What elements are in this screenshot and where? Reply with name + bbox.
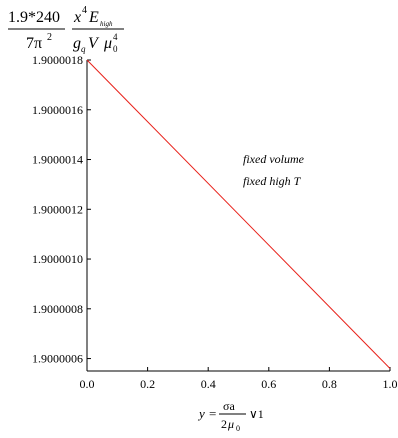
y-tick-label: 1.9000006 — [32, 352, 83, 366]
x-tick-label: 0.2 — [140, 377, 155, 391]
xlabel-frac-den-mu: μ — [227, 417, 234, 431]
y-tick-label: 1.9000014 — [32, 153, 83, 167]
xlabel-y: y — [197, 406, 205, 421]
y-ticks: 1.9000006 1.9000008 1.9000010 1.9000012 1.90… — [32, 53, 91, 366]
x-tick-label: 1.0 — [383, 377, 398, 391]
annotation-fixed-volume: fixed volume — [243, 152, 305, 166]
ylabel-num-sub: high — [100, 20, 113, 28]
ylabel-den-mu-sub: 0 — [113, 44, 118, 54]
x-ticks: 0.0 0.2 0.4 0.6 0.8 1.0 — [80, 367, 398, 391]
x-tick-label: 0.4 — [201, 377, 216, 391]
ylabel-den-left: 7π — [26, 35, 42, 52]
ylabel-num-x: x — [73, 9, 81, 26]
y-tick-label: 1.9000018 — [32, 53, 83, 67]
xlabel-frac-num: σa — [223, 399, 235, 413]
ylabel-den-g-sub: q — [81, 44, 86, 54]
series — [86, 59, 391, 369]
y-tick-label: 1.9000008 — [32, 302, 83, 316]
series-line-0 — [86, 59, 391, 369]
x-axis-label: y = σa 2 μ 0 ∨1 — [197, 399, 264, 433]
ylabel-num-E: E — [88, 9, 99, 26]
ylabel-num-left: 1.9*240 — [8, 9, 60, 26]
x-tick-label: 0.8 — [322, 377, 337, 391]
y-tick-label: 1.9000016 — [32, 103, 83, 117]
x-tick-label: 0.0 — [80, 377, 95, 391]
xlabel-frac-den-sub: 0 — [236, 424, 240, 433]
ylabel-num-sup: 4 — [82, 5, 87, 16]
ylabel-den-V: V — [88, 35, 100, 52]
xlabel-eq: = — [209, 406, 216, 421]
y-tick-label: 1.9000010 — [32, 252, 83, 266]
y-tick-label: 1.9000012 — [32, 202, 83, 216]
ylabel-den-mu-sup: 4 — [113, 32, 118, 42]
ylabel-den-g: g — [73, 35, 81, 52]
y-axis-label: 1.9*240 7π 2 x 4 E high g q V μ 4 0 — [8, 5, 124, 54]
xlabel-frac-den-coef: 2 — [221, 417, 227, 431]
ylabel-den-left-sup: 2 — [47, 32, 52, 43]
annotation-fixed-high-t: fixed high T — [243, 174, 302, 188]
xlabel-tail: ∨1 — [249, 407, 264, 421]
x-tick-label: 0.6 — [261, 377, 276, 391]
ylabel-den-mu: μ — [103, 35, 112, 52]
